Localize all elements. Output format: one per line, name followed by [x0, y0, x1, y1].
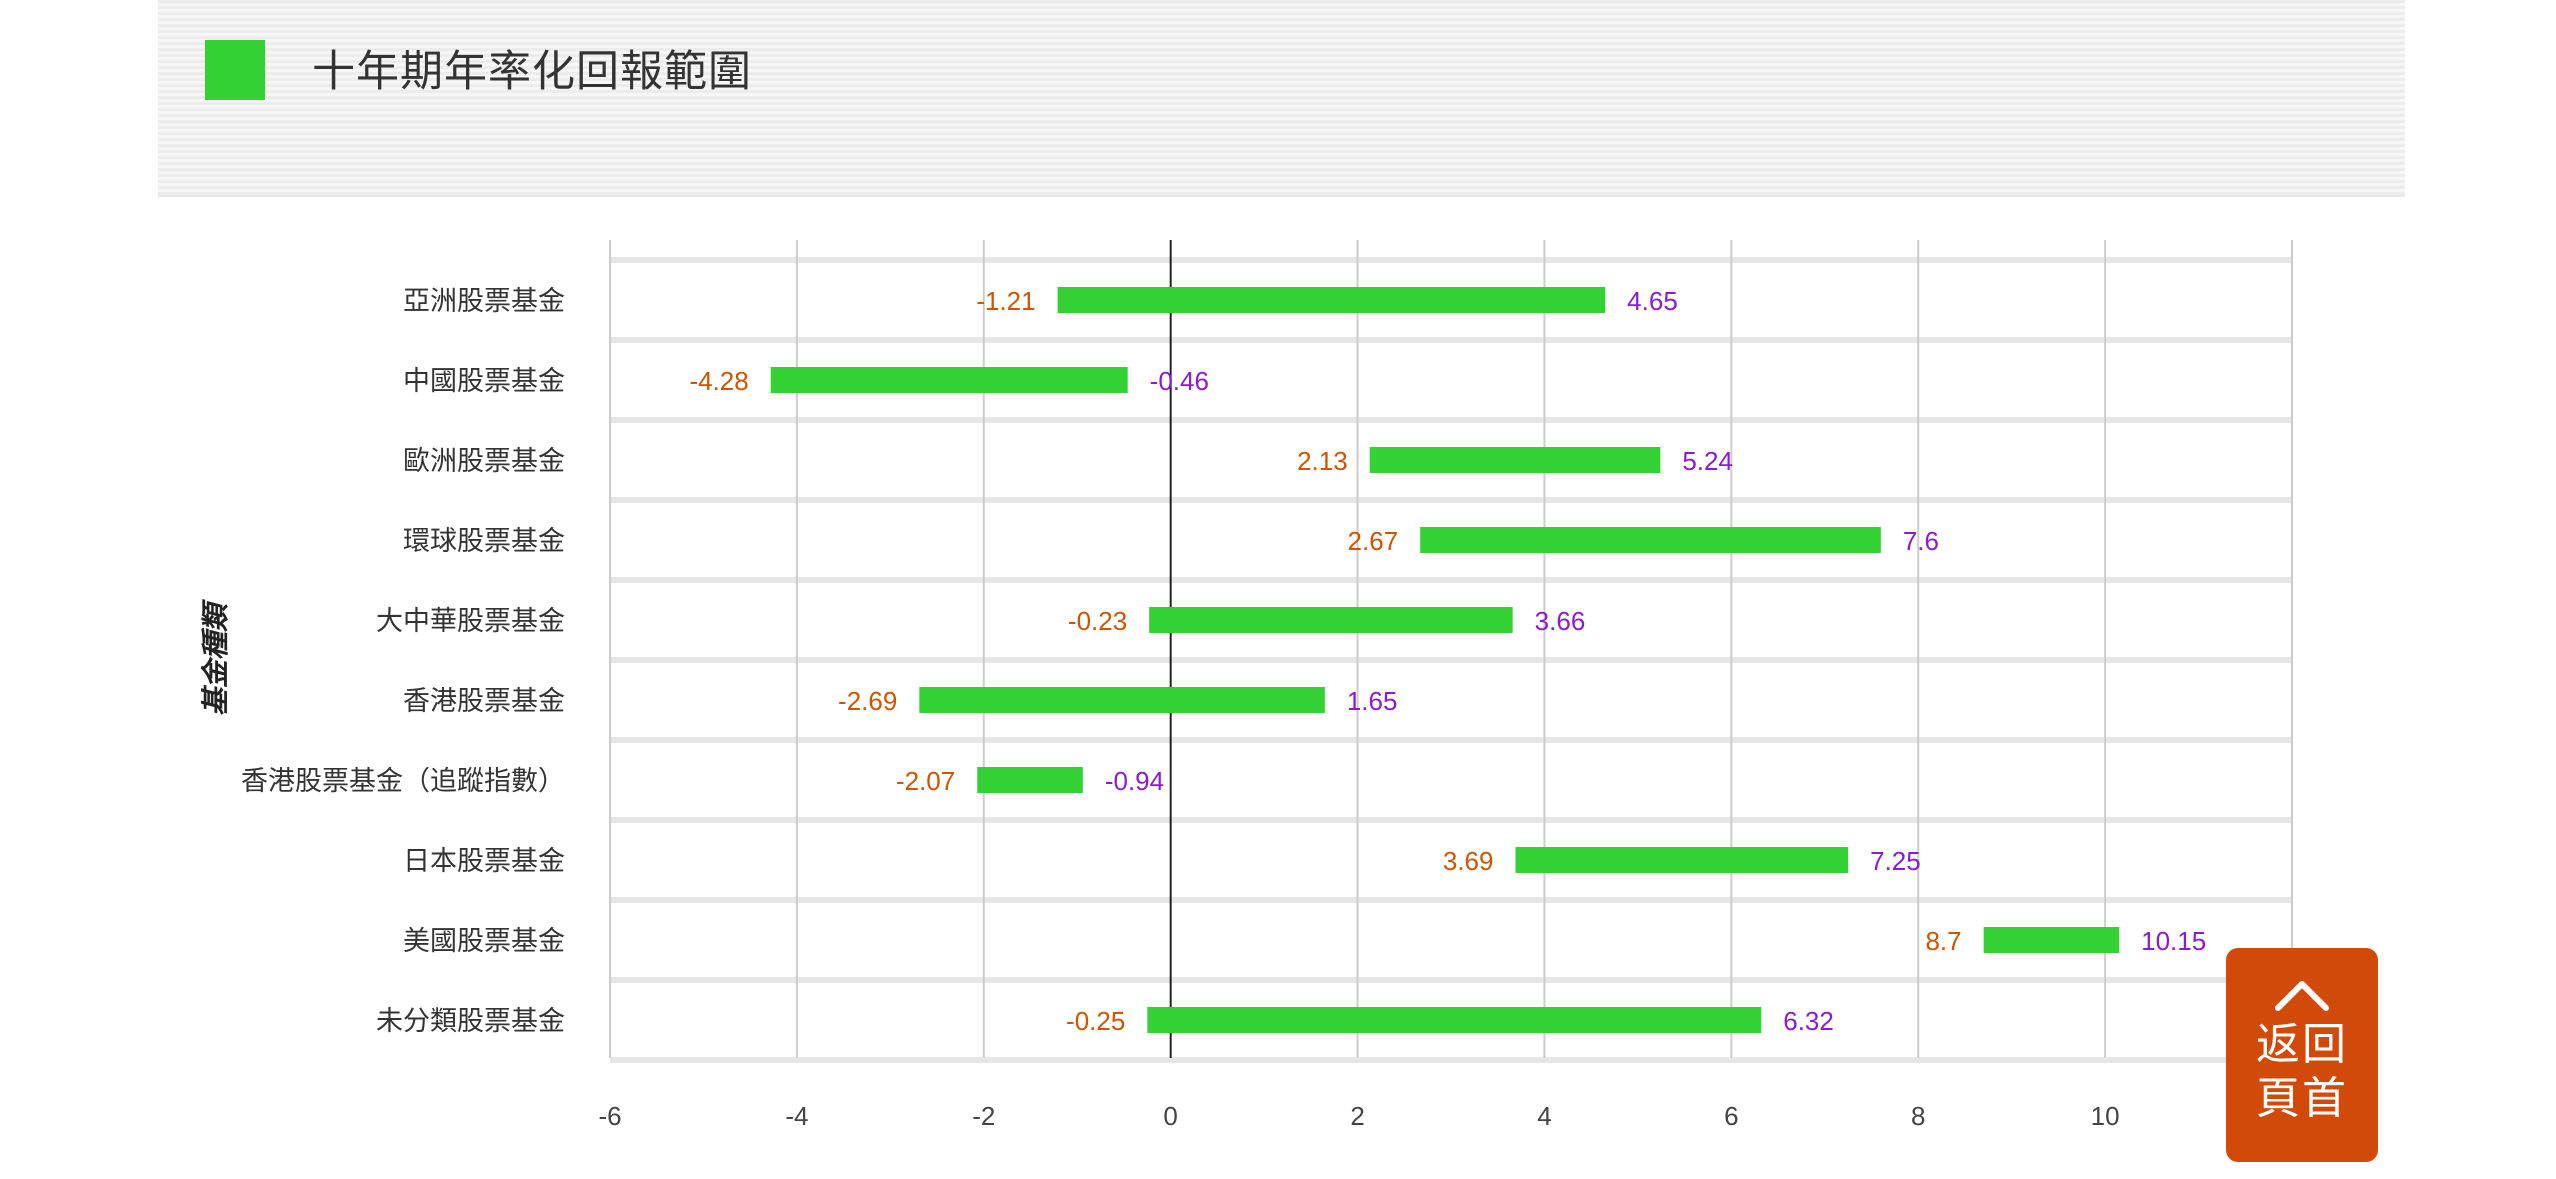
- x-tick-label: 6: [1724, 1101, 1738, 1131]
- low-value-label: -2.07: [896, 766, 955, 796]
- x-tick-labels: -6 -4 -2 0 2 4 6 8 10: [598, 1101, 2119, 1131]
- chart-header-band: [158, 0, 2405, 197]
- low-value-label: -2.69: [838, 686, 897, 716]
- range-bars: [770, 287, 2120, 1033]
- category-label: 亞洲股票基金: [403, 286, 565, 316]
- row-band: [610, 337, 2292, 343]
- legend-swatch: [205, 40, 265, 100]
- range-bar: [1369, 447, 1661, 473]
- gridlines: [609, 240, 2293, 1058]
- low-value-label: -0.25: [1066, 1006, 1125, 1036]
- category-label: 歐洲股票基金: [403, 446, 565, 476]
- category-label: 香港股票基金（追蹤指數）: [241, 766, 565, 796]
- high-value-label: 5.24: [1682, 446, 1733, 476]
- row-band: [610, 417, 2292, 423]
- x-tick-label: 10: [2091, 1101, 2120, 1131]
- low-value-label: -1.21: [976, 286, 1035, 316]
- high-value-label: 1.65: [1347, 686, 1398, 716]
- range-bar: [919, 687, 1325, 713]
- x-tick-label: 8: [1911, 1101, 1925, 1131]
- row-band: [610, 657, 2292, 663]
- category-label: 環球股票基金: [403, 526, 565, 556]
- low-value-label: 2.67: [1348, 526, 1399, 556]
- x-tick-label: 0: [1163, 1101, 1177, 1131]
- range-bar: [977, 767, 1083, 793]
- range-bar: [1147, 1007, 1762, 1033]
- low-value-label: -4.28: [689, 366, 748, 396]
- category-label: 大中華股票基金: [376, 606, 565, 636]
- value-labels: -1.21 4.65 -4.28 -0.46 2.13 5.24 2.67 7.6 -0.23 3…: [689, 286, 2206, 1036]
- low-value-label: 3.69: [1443, 846, 1494, 876]
- category-labels: 亞洲股票基金中國股票基金歐洲股票基金環球股票基金大中華股票基金香港股票基金香港股…: [241, 286, 565, 1036]
- x-tick-label: -6: [598, 1101, 621, 1131]
- range-bar: [770, 367, 1128, 393]
- high-value-label: 7.6: [1903, 526, 1939, 556]
- high-value-label: 6.32: [1783, 1006, 1834, 1036]
- row-bands: [610, 257, 2292, 1063]
- chart-title: 十年期年率化回報範圍: [312, 48, 752, 96]
- range-bar: [1515, 847, 1849, 873]
- y-axis-title: 基金種類: [200, 599, 231, 716]
- x-tick-label: -2: [972, 1101, 995, 1131]
- high-value-label: -0.94: [1105, 766, 1164, 796]
- category-label: 未分類股票基金: [376, 1006, 565, 1036]
- low-value-label: 2.13: [1297, 446, 1348, 476]
- high-value-label: 3.66: [1535, 606, 1586, 636]
- high-value-label: 7.25: [1870, 846, 1921, 876]
- row-band: [610, 1057, 2292, 1063]
- category-label: 日本股票基金: [403, 846, 565, 876]
- row-band: [610, 257, 2292, 263]
- range-bar: [1420, 527, 1881, 553]
- row-band: [610, 977, 2292, 983]
- row-band: [610, 897, 2292, 903]
- back-to-top-button[interactable]: 返回 頁首: [2226, 948, 2378, 1162]
- low-value-label: 8.7: [1925, 926, 1961, 956]
- row-band: [610, 737, 2292, 743]
- range-bar: [1983, 927, 2120, 953]
- back-to-top-label: 返回 頁首: [2256, 1020, 2348, 1123]
- category-label: 中國股票基金: [403, 366, 565, 396]
- range-bar: [1057, 287, 1606, 313]
- x-tick-label: -4: [785, 1101, 808, 1131]
- high-value-label: 10.15: [2141, 926, 2206, 956]
- high-value-label: -0.46: [1150, 366, 1209, 396]
- x-tick-label: 2: [1350, 1101, 1364, 1131]
- category-label: 香港股票基金: [403, 686, 565, 716]
- row-band: [610, 497, 2292, 503]
- row-band: [610, 817, 2292, 823]
- low-value-label: -0.23: [1068, 606, 1127, 636]
- row-band: [610, 577, 2292, 583]
- range-bar: [1149, 607, 1513, 633]
- chevron-up-icon: [2275, 981, 2329, 1011]
- category-label: 美國股票基金: [403, 926, 565, 956]
- x-tick-label: 4: [1537, 1101, 1551, 1131]
- high-value-label: 4.65: [1627, 286, 1678, 316]
